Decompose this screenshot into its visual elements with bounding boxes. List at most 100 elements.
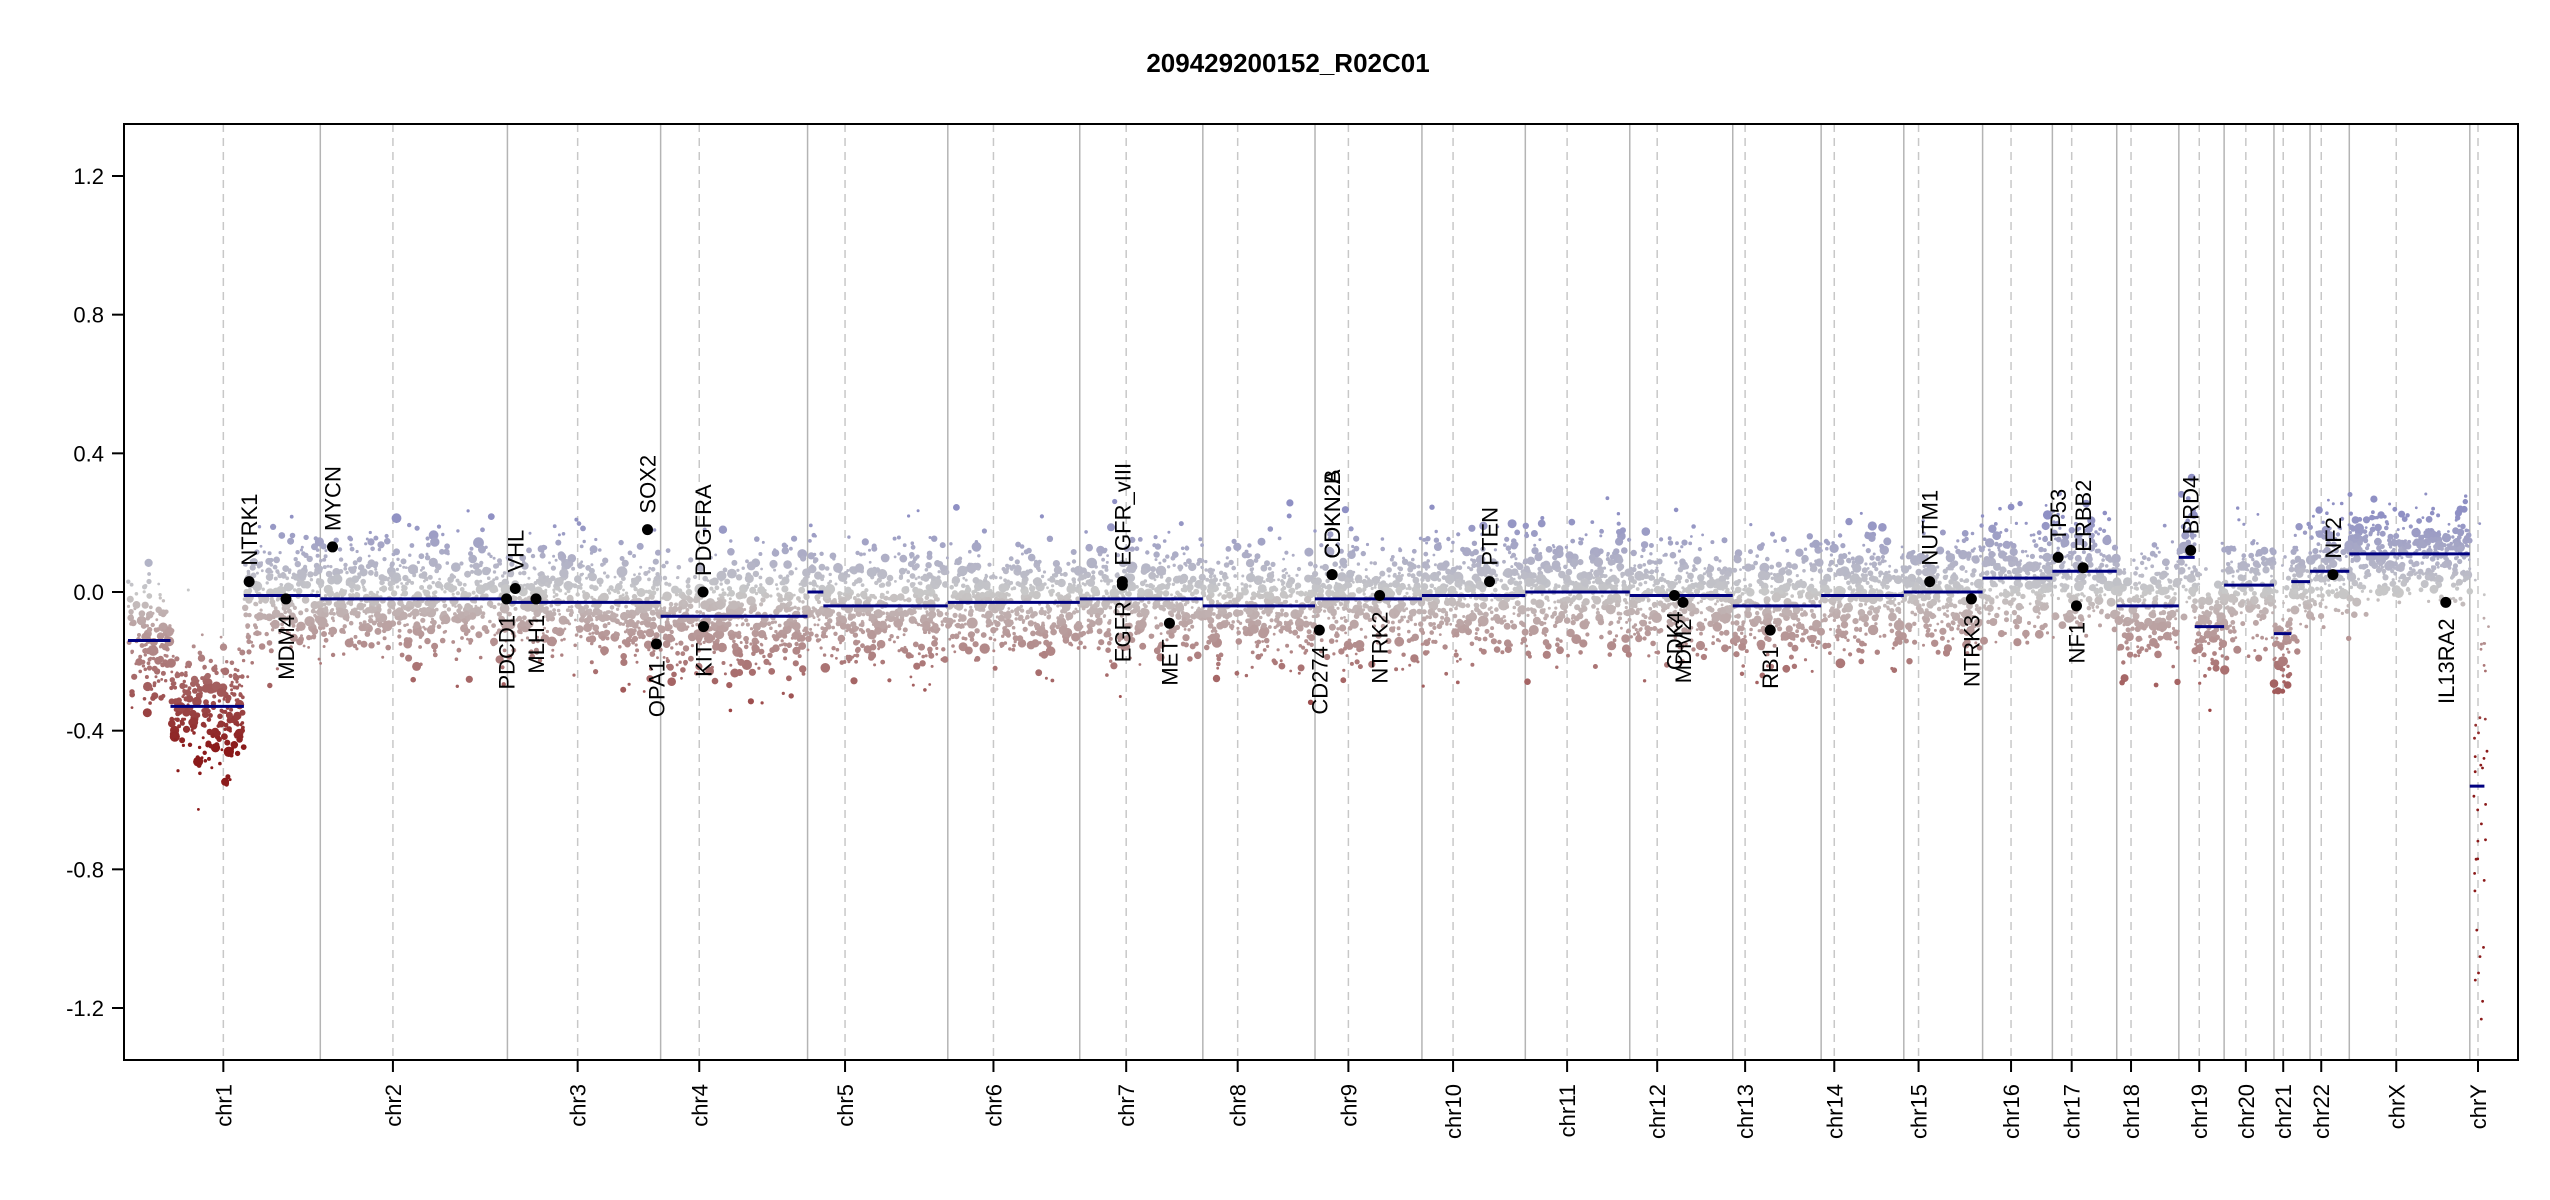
probe-point bbox=[1092, 603, 1098, 609]
probe-point bbox=[457, 611, 466, 620]
probe-point bbox=[1328, 623, 1336, 631]
probe-point bbox=[1470, 662, 1475, 667]
probe-point bbox=[557, 533, 561, 537]
probe-point bbox=[1287, 574, 1291, 578]
probe-point bbox=[1371, 577, 1375, 581]
probe-point bbox=[1428, 622, 1434, 627]
probe-point bbox=[343, 566, 348, 571]
probe-point bbox=[674, 592, 679, 597]
probe-point bbox=[723, 672, 727, 676]
probe-point bbox=[235, 680, 239, 684]
probe-point bbox=[762, 654, 766, 659]
probe-point bbox=[1405, 587, 1409, 590]
probe-point bbox=[1373, 579, 1379, 584]
probe-point bbox=[355, 647, 359, 651]
probe-point bbox=[233, 667, 238, 672]
probe-point bbox=[807, 568, 813, 574]
probe-point bbox=[1369, 561, 1373, 565]
probe-point bbox=[935, 585, 939, 589]
probe-point bbox=[377, 547, 382, 552]
probe-point bbox=[1019, 604, 1023, 609]
probe-point bbox=[151, 656, 156, 661]
probe-point bbox=[833, 631, 838, 636]
probe-point bbox=[355, 591, 359, 596]
probe-point bbox=[208, 658, 213, 664]
probe-point bbox=[323, 554, 328, 559]
probe-point bbox=[1306, 641, 1311, 646]
probe-point bbox=[1176, 575, 1183, 583]
probe-point bbox=[751, 651, 756, 656]
probe-point bbox=[749, 642, 753, 646]
probe-point bbox=[1262, 580, 1266, 584]
probe-point bbox=[868, 560, 872, 564]
probe-point bbox=[1004, 620, 1009, 625]
probe-point bbox=[223, 727, 227, 732]
probe-point bbox=[940, 623, 944, 627]
probe-point bbox=[1420, 630, 1426, 635]
probe-point bbox=[260, 569, 264, 573]
probe-point bbox=[319, 662, 322, 665]
probe-point bbox=[683, 625, 687, 630]
probe-point bbox=[1228, 559, 1234, 566]
probe-point bbox=[1019, 544, 1025, 549]
probe-point bbox=[967, 562, 972, 566]
probe-point bbox=[1453, 652, 1459, 658]
probe-point bbox=[932, 623, 939, 630]
probe-point bbox=[202, 666, 206, 670]
probe-point bbox=[592, 599, 602, 609]
probe-point bbox=[1188, 562, 1197, 572]
probe-point bbox=[1273, 625, 1277, 630]
probe-point bbox=[1592, 664, 1598, 669]
probe-point bbox=[1354, 659, 1360, 665]
probe-point bbox=[1280, 579, 1284, 583]
probe-point bbox=[531, 640, 536, 644]
probe-point bbox=[407, 613, 412, 618]
probe-point bbox=[1286, 499, 1294, 507]
probe-point bbox=[250, 640, 254, 644]
probe-point bbox=[1096, 628, 1103, 635]
probe-point bbox=[696, 634, 701, 639]
probe-point bbox=[1627, 537, 1632, 542]
probe-point bbox=[1278, 629, 1282, 633]
probe-point bbox=[250, 661, 254, 665]
probe-point bbox=[532, 616, 537, 621]
probe-point bbox=[993, 619, 998, 624]
probe-point bbox=[983, 578, 988, 583]
probe-point bbox=[554, 558, 558, 562]
probe-point bbox=[1250, 567, 1255, 571]
probe-point bbox=[432, 649, 437, 653]
probe-point bbox=[1253, 610, 1260, 618]
probe-point bbox=[1126, 565, 1134, 574]
probe-point bbox=[253, 601, 258, 607]
probe-point bbox=[1153, 535, 1158, 540]
probe-point bbox=[787, 608, 792, 612]
probe-point bbox=[169, 677, 175, 683]
probe-point bbox=[387, 580, 394, 587]
probe-point bbox=[1071, 586, 1077, 592]
probe-point bbox=[722, 575, 726, 578]
probe-point bbox=[566, 594, 574, 602]
probe-point bbox=[718, 593, 722, 597]
probe-point bbox=[588, 632, 592, 636]
probe-point bbox=[138, 669, 142, 674]
probe-point bbox=[678, 660, 682, 664]
probe-point bbox=[1396, 590, 1402, 596]
probe-point bbox=[592, 624, 600, 632]
probe-point bbox=[811, 532, 817, 538]
probe-point bbox=[325, 599, 332, 606]
probe-point bbox=[1029, 613, 1036, 619]
probe-point bbox=[1254, 553, 1261, 560]
probe-point bbox=[462, 582, 467, 587]
probe-point bbox=[141, 601, 149, 609]
probe-point bbox=[1148, 583, 1154, 589]
probe-point bbox=[622, 588, 625, 592]
probe-point bbox=[769, 626, 773, 630]
probe-point bbox=[1178, 521, 1184, 527]
probe-point bbox=[1505, 605, 1510, 609]
probe-point bbox=[1225, 556, 1229, 560]
probe-point bbox=[255, 571, 259, 575]
probe-point bbox=[822, 626, 828, 633]
probe-point bbox=[866, 610, 871, 614]
probe-point bbox=[798, 635, 802, 639]
probe-point bbox=[677, 606, 683, 612]
